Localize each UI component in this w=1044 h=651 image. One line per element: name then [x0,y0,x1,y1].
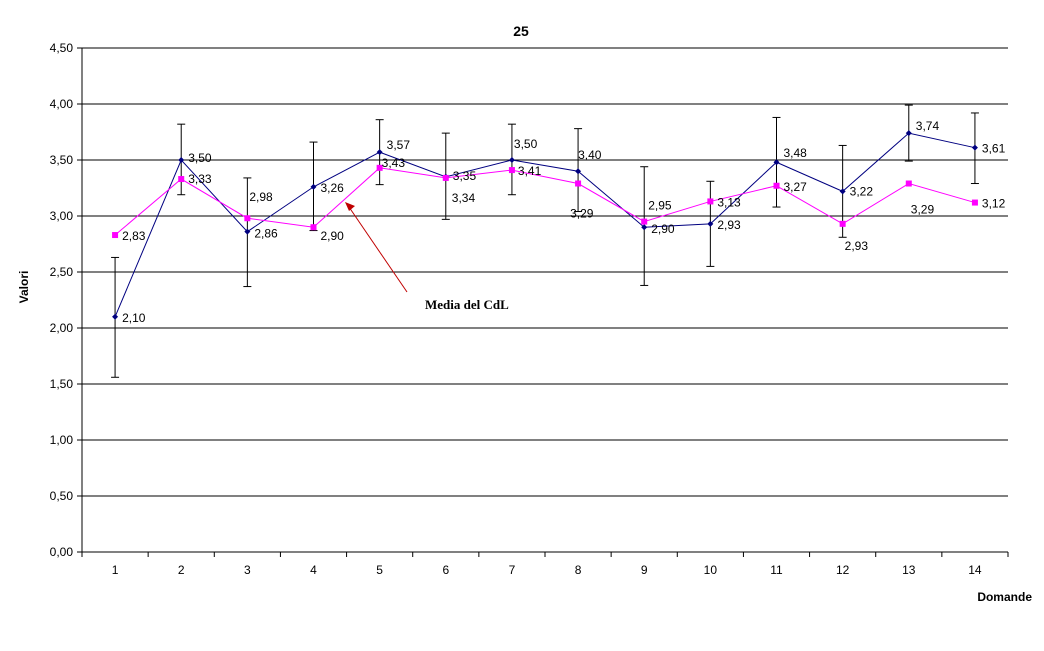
data-point [376,164,383,171]
data-label: 3,40 [578,148,602,162]
data-label: 2,98 [249,190,273,204]
data-point [839,188,846,195]
data-point [244,215,251,222]
data-label: 3,12 [982,197,1006,211]
x-tick-label: 13 [902,563,916,577]
data-label: 2,83 [122,229,146,243]
annotation-label: Media del CdL [425,297,509,312]
data-label: 3,35 [453,169,477,183]
x-tick-label: 8 [575,563,582,577]
data-label: 3,29 [570,207,594,221]
annotation: Media del CdL [345,202,509,312]
data-label: 3,33 [188,172,212,186]
data-point [773,182,780,189]
y-tick-label: 1,00 [50,433,74,447]
y-tick-label: 0,00 [50,545,74,559]
data-point [971,144,978,151]
data-label: 3,34 [452,191,476,205]
data-point [508,157,515,163]
y-axis-label: Valori [17,271,31,304]
x-tick-label: 12 [836,563,850,577]
data-label: 3,43 [382,156,406,170]
y-tick-label: 2,50 [50,265,74,279]
data-point [773,159,780,166]
data-point [178,176,185,183]
data-label: 2,93 [717,218,741,232]
x-tick-label: 1 [112,563,119,577]
series-lines [112,130,978,320]
data-label: 2,86 [254,227,278,241]
data-point [112,313,119,320]
x-tick-label: 6 [442,563,449,577]
x-tick-label: 9 [641,563,648,577]
data-point [508,167,515,174]
data-labels: 2,10 3,50 2,86 3,26 3,57 3,35 3,50 3,40 2,90 2,93… [122,119,1006,325]
data-label: 3,48 [784,146,808,160]
data-point [244,228,251,235]
x-axis-label: Domande [977,590,1032,604]
series-line-1 [114,132,976,317]
data-label: 3,74 [916,119,940,133]
x-tick-label: 3 [244,563,251,577]
x-tick-label: 4 [310,563,317,577]
y-tick-label: 2,00 [50,321,74,335]
x-tick-label: 11 [770,563,783,577]
data-label: 2,93 [845,239,869,253]
data-point [641,224,648,231]
y-tick-label: 4,50 [50,41,74,55]
data-label: 3,13 [717,195,741,209]
data-label: 2,95 [648,199,672,213]
y-tick-label: 1,50 [50,377,74,391]
data-point [905,180,912,187]
data-point [905,130,912,137]
y-tick-label: 3,50 [50,153,74,167]
gridlines [82,47,1008,553]
data-point [641,218,648,225]
chart-title: 25 [513,23,529,39]
data-label: 3,29 [911,203,935,217]
x-tick-label: 14 [968,563,982,577]
y-tick-label: 4,00 [50,97,74,111]
x-tick-label: 7 [509,563,516,577]
data-point [178,157,185,163]
annotation-arrow-head [345,202,355,211]
data-point [839,220,846,227]
data-point [707,220,714,227]
data-point [971,199,978,206]
data-point [310,183,317,190]
data-label: 2,90 [651,222,675,236]
data-label: 3,26 [321,181,345,195]
data-point [376,149,383,156]
data-label: 2,90 [321,229,345,243]
annotation-arrow [348,206,408,293]
series-line-2 [114,167,976,236]
data-label: 3,22 [850,184,874,198]
data-label: 3,61 [982,142,1006,156]
data-label: 3,50 [188,151,212,165]
data-point [707,198,714,205]
data-label: 2,10 [122,311,146,325]
data-point [310,224,317,231]
data-label: 3,57 [387,138,411,152]
data-point [575,180,582,187]
data-point [442,174,449,181]
data-label: 3,27 [784,180,808,194]
data-label: 3,50 [514,137,538,151]
y-tick-label: 3,00 [50,209,74,223]
x-tick-label: 10 [704,563,718,577]
axes: 0,00 0,50 1,00 1,50 2,00 2,50 3,00 3,50 4,00 4,50… [50,41,1009,577]
x-tick-label: 2 [178,563,185,577]
x-tick-label: 5 [376,563,383,577]
data-point [112,232,119,239]
data-point [575,168,582,175]
data-label: 3,41 [518,164,542,178]
y-tick-label: 0,50 [50,489,74,503]
